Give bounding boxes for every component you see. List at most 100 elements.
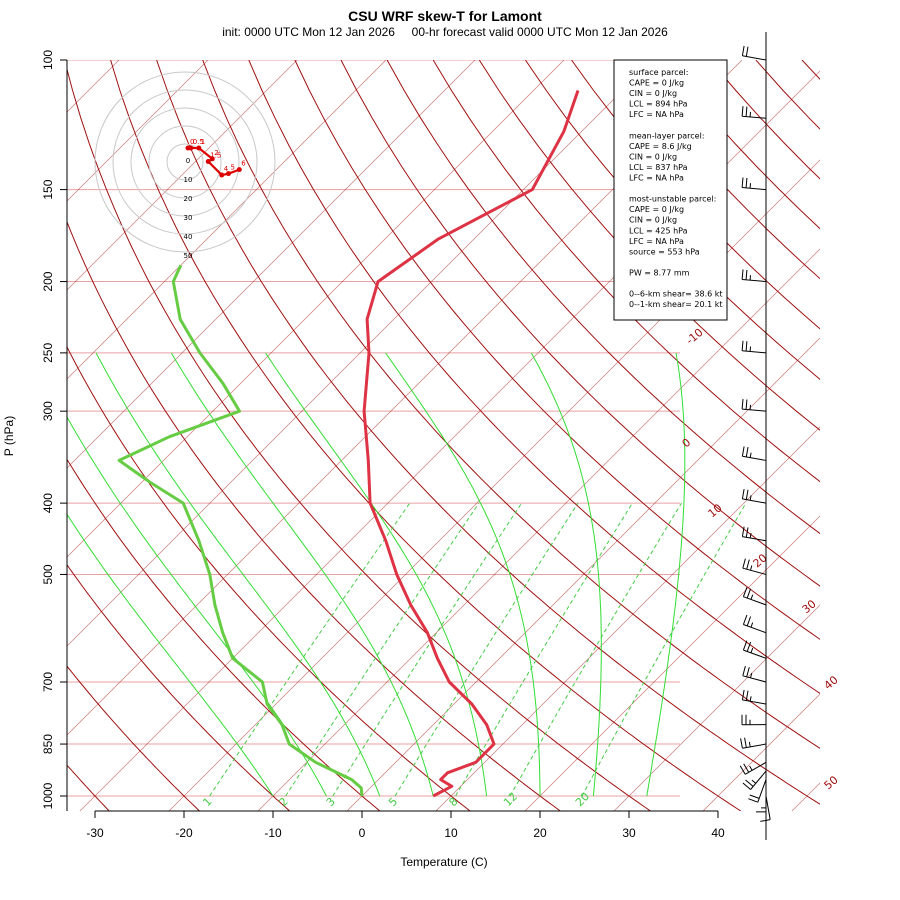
mixing-ratio-label: 2	[277, 795, 291, 809]
y-tick-label: 500	[41, 564, 55, 584]
moist-adiabat-line	[385, 352, 541, 796]
mixing-ratio-label: 3	[324, 795, 338, 809]
hodograph-point	[209, 156, 215, 162]
isotherm-line	[346, 337, 820, 811]
dry-adiabat-line	[432, 60, 820, 483]
isotherm-label: 50	[822, 773, 841, 792]
mixing-ratio-labels: 1 2 3 5 8 12 20	[200, 790, 592, 809]
hodograph-ring-label: 40	[184, 233, 193, 241]
mixing-ratio-line	[509, 502, 682, 797]
info-line: PW = 8.77 mm	[629, 268, 690, 277]
dry-adiabat-line	[294, 60, 820, 640]
hodograph-ring-label: 20	[184, 195, 193, 203]
mixing-ratio-line	[332, 502, 523, 797]
wind-barb	[760, 795, 771, 822]
dry-adiabat-line	[67, 665, 201, 811]
moist-adiabat-line	[67, 513, 274, 797]
hodograph-ring-label: 10	[184, 176, 193, 184]
info-line: LFC = NA hPa	[629, 110, 684, 119]
y-tick-label: 300	[41, 401, 55, 421]
hodograph-ring-label: 30	[184, 214, 193, 222]
moist-adiabat-line	[530, 352, 602, 797]
isotherm-line	[613, 604, 820, 811]
isotherm-line	[67, 60, 209, 202]
info-box-frame	[613, 59, 728, 321]
info-line: LFC = NA hPa	[629, 237, 684, 246]
mixing-ratio-line	[394, 502, 579, 797]
info-line: most-unstable parcel:	[629, 195, 716, 204]
info-line: 0--1-km shear= 20.1 kt	[629, 300, 723, 309]
info-line: source = 553 hPa	[629, 247, 700, 256]
y-tick-label: 200	[41, 271, 55, 291]
wind-barb	[741, 689, 767, 705]
y-tick-label: 1000	[41, 782, 55, 809]
hodograph-point-label: 2	[214, 149, 218, 157]
info-line: LFC = NA hPa	[629, 174, 684, 183]
isotherm-label: 20	[751, 551, 770, 570]
x-axis-label: Temperature (C)	[400, 855, 487, 869]
isotherm-line	[67, 60, 565, 558]
mixing-ratio-line	[209, 502, 411, 797]
isotherm-label: 40	[822, 673, 841, 692]
dry-adiabat-line	[248, 60, 820, 695]
isotherm-lines	[67, 44, 900, 812]
temperature-profile	[362, 90, 580, 798]
isotherm-line	[524, 515, 820, 811]
wind-barb	[742, 770, 767, 790]
dry-adiabat-line	[755, 60, 820, 130]
dry-adiabat-line	[386, 60, 820, 535]
isotherm-line	[67, 60, 654, 647]
mixing-ratio-label: 20	[573, 790, 592, 809]
dry-adiabat-line	[478, 60, 820, 431]
wind-barb	[748, 779, 767, 803]
wind-barb	[741, 340, 767, 354]
dewpoint-profile	[117, 264, 364, 797]
hodograph-point	[219, 172, 225, 178]
y-tick-label: 150	[41, 179, 55, 199]
dry-adiabat-line	[156, 60, 820, 805]
isobar-lines	[67, 60, 680, 797]
sounding-series	[117, 90, 580, 798]
isotherm-label: 0	[680, 436, 694, 450]
wind-barb	[741, 177, 767, 191]
info-line: CIN = 0 J/kg	[629, 89, 677, 98]
hodograph-point-label: 0	[190, 138, 194, 146]
info-line: CIN = 0 J/kg	[629, 216, 677, 225]
info-line: mean-layer parcel:	[629, 131, 705, 140]
wind-barb	[741, 714, 767, 726]
hodograph-point	[188, 145, 194, 151]
info-line: CAPE = 0 J/kg	[629, 79, 684, 88]
hodograph-ring-label: 50	[184, 252, 193, 260]
isotherm-line	[791, 782, 820, 811]
info-line: CAPE = 0 J/kg	[629, 205, 684, 214]
wind-barbs	[739, 32, 771, 840]
dry-adiabat-line	[67, 67, 652, 811]
dry-adiabat-line	[110, 60, 742, 811]
y-tick-label: 850	[41, 734, 55, 754]
wind-barb	[741, 489, 767, 504]
mixing-ratio-line	[581, 502, 747, 797]
x-tick-label: 20	[533, 826, 547, 840]
wind-barb	[742, 587, 767, 606]
info-line: surface parcel:	[629, 68, 688, 77]
hodograph-point	[196, 145, 202, 151]
wind-barb	[742, 640, 767, 659]
hodograph-ring	[166, 143, 204, 181]
hodograph-point-label: 1.5	[210, 152, 221, 160]
isotherm-label: 30	[800, 597, 819, 616]
wind-barb	[741, 526, 767, 542]
info-line: LCL = 837 hPa	[629, 163, 688, 172]
y-tick-label: 250	[41, 343, 55, 363]
hodograph-point-label: 4	[224, 165, 229, 173]
mixing-ratio-line	[285, 502, 480, 797]
wind-barb	[741, 446, 767, 461]
isotherm-line	[880, 44, 900, 812]
x-tick-label: 0	[359, 826, 366, 840]
x-tick-label: -20	[175, 826, 193, 840]
x-tick-label: -10	[264, 826, 282, 840]
hodograph-ring-label: 0	[186, 157, 190, 165]
dry-adiabat-line	[524, 60, 820, 380]
